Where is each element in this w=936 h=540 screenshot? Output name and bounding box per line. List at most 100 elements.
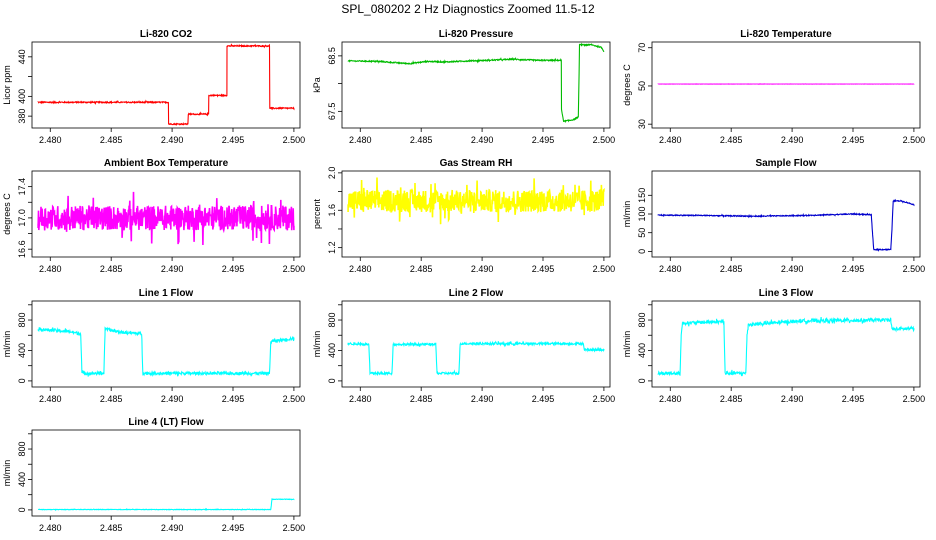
y-tick-label: 1.2: [327, 241, 337, 254]
panel-title: Sample Flow: [755, 158, 816, 169]
y-tick-label: 17.4: [17, 178, 27, 196]
x-tick-label: 2.500: [593, 394, 616, 404]
series-line: [37, 191, 295, 246]
y-axis-label: ml/min: [2, 460, 12, 487]
y-axis-label: ml/min: [312, 331, 322, 358]
y-tick-label: 380: [17, 109, 27, 124]
y-tick-label: 150: [637, 188, 647, 203]
y-tick-label: 400: [17, 472, 27, 487]
y-tick-label: 17.0: [17, 209, 27, 227]
x-tick-label: 2.500: [593, 264, 616, 274]
panel-title: Line 4 (LT) Flow: [128, 417, 204, 428]
x-tick-label: 2.500: [903, 394, 926, 404]
chart-panel: Sample Flow ml/min 2.480 2.485 2.490 2.495 2.5…: [622, 158, 925, 274]
y-axis-label: ml/min: [2, 331, 12, 358]
x-tick-label: 2.485: [100, 264, 123, 274]
plot-frame: [341, 41, 611, 129]
x-tick-label: 2.485: [100, 135, 123, 145]
panel-title: Gas Stream RH: [440, 158, 513, 169]
y-tick-label: 800: [17, 313, 27, 328]
y-tick-label: 800: [17, 442, 27, 457]
x-tick-label: 2.480: [39, 523, 62, 533]
chart-panel: Li-820 Pressure kPa 2.480 2.485 2.490 2.495 2.…: [312, 29, 615, 145]
panel-title: Ambient Box Temperature: [104, 158, 229, 169]
x-tick-label: 2.500: [283, 135, 306, 145]
y-tick-label: 800: [327, 313, 337, 328]
x-tick-label: 2.480: [39, 394, 62, 404]
x-tick-label: 2.490: [471, 394, 494, 404]
y-axis-label: Licor ppm: [2, 65, 12, 105]
y-axis-label: degrees C: [622, 64, 632, 106]
x-tick-label: 2.500: [283, 523, 306, 533]
y-tick-label: 400: [327, 343, 337, 358]
y-tick-label: 50: [637, 228, 647, 238]
panel-title: Li-820 CO2: [140, 29, 193, 40]
x-tick-label: 2.495: [532, 264, 555, 274]
y-tick-label: 0: [637, 249, 647, 254]
x-tick-label: 2.485: [100, 523, 123, 533]
y-tick-label: 16.6: [17, 240, 27, 258]
y-tick-label: 0: [17, 507, 27, 512]
panel-title: Line 2 Flow: [449, 288, 504, 299]
x-tick-label: 2.495: [842, 394, 865, 404]
x-tick-label: 2.490: [161, 264, 184, 274]
y-axis-label: degrees C: [2, 193, 12, 235]
x-tick-label: 2.490: [471, 135, 494, 145]
x-tick-label: 2.495: [222, 523, 245, 533]
chart-panel: Li-820 CO2 Licor ppm 2.480 2.485 2.490 2.495 2…: [2, 29, 305, 145]
y-tick-label: 0: [17, 378, 27, 383]
y-tick-label: 1.6: [327, 204, 337, 217]
y-tick-label: 0: [637, 378, 647, 383]
x-tick-label: 2.495: [842, 135, 865, 145]
plot-frame: [31, 170, 301, 258]
series-line: [657, 198, 915, 252]
x-tick-label: 2.490: [161, 135, 184, 145]
x-tick-label: 2.495: [222, 264, 245, 274]
y-tick-label: 800: [637, 313, 647, 328]
x-tick-label: 2.480: [39, 135, 62, 145]
plot-frame: [31, 300, 301, 388]
plot-frame: [341, 170, 611, 258]
panel-title: Line 1 Flow: [139, 288, 194, 299]
x-tick-label: 2.485: [410, 264, 433, 274]
chart-panel: Li-820 Temperature degrees C 2.480 2.485 2.4…: [622, 29, 925, 145]
panel-title: Line 3 Flow: [759, 288, 814, 299]
x-tick-label: 2.500: [283, 264, 306, 274]
series-line: [37, 498, 295, 512]
chart-panel: Line 4 (LT) Flow ml/min 2.480 2.485 2.490 2.4…: [2, 417, 305, 533]
y-tick-label: 400: [17, 89, 27, 104]
x-tick-label: 2.495: [222, 135, 245, 145]
y-axis-label: ml/min: [622, 201, 632, 228]
y-tick-label: 67.5: [327, 103, 337, 121]
x-tick-label: 2.500: [903, 264, 926, 274]
x-tick-label: 2.490: [781, 135, 804, 145]
series-line: [347, 177, 605, 225]
series-line: [347, 42, 605, 124]
y-tick-label: 440: [17, 49, 27, 64]
x-tick-label: 2.480: [659, 394, 682, 404]
y-tick-label: 50: [637, 81, 647, 91]
x-tick-label: 2.500: [903, 135, 926, 145]
chart-panel: Gas Stream RH percent 2.480 2.485 2.490 2.495…: [312, 158, 615, 274]
y-tick-label: 2.0: [327, 167, 337, 180]
x-tick-label: 2.480: [39, 264, 62, 274]
y-tick-label: 400: [637, 343, 647, 358]
plot-frame: [31, 429, 301, 517]
panel-title: Li-820 Pressure: [439, 29, 514, 40]
plot-frame: [651, 41, 921, 129]
y-tick-label: 30: [637, 119, 647, 129]
plot-frame: [651, 300, 921, 388]
figure-title: SPL_080202 2 Hz Diagnostics Zoomed 11.5-…: [341, 2, 595, 16]
x-tick-label: 2.480: [349, 264, 372, 274]
x-tick-label: 2.480: [659, 135, 682, 145]
x-tick-label: 2.485: [410, 394, 433, 404]
x-tick-label: 2.495: [842, 264, 865, 274]
y-tick-label: 100: [637, 206, 647, 221]
y-axis-label: kPa: [312, 77, 322, 93]
series-line: [37, 43, 295, 126]
chart-panel: Line 1 Flow ml/min 2.480 2.485 2.490 2.495 2.5…: [2, 288, 305, 404]
x-tick-label: 2.490: [781, 394, 804, 404]
x-tick-label: 2.500: [283, 394, 306, 404]
x-tick-label: 2.490: [781, 264, 804, 274]
